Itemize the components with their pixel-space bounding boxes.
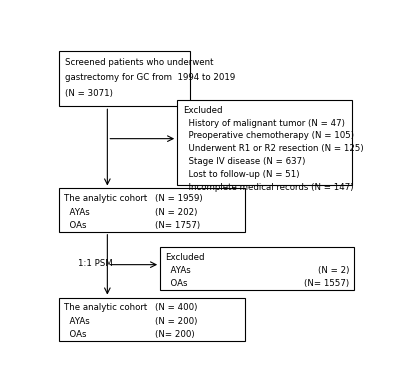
Text: Underwent R1 or R2 resection (N = 125): Underwent R1 or R2 resection (N = 125) [183,144,363,153]
FancyBboxPatch shape [59,51,190,106]
Text: OAs: OAs [64,221,86,230]
FancyBboxPatch shape [59,298,245,341]
FancyBboxPatch shape [59,189,245,232]
Text: Preoperative chemotherapy (N = 105): Preoperative chemotherapy (N = 105) [183,132,354,140]
Text: (N= 200): (N= 200) [155,330,195,339]
Text: (N = 1959): (N = 1959) [155,194,203,203]
Text: (N = 200): (N = 200) [155,317,198,326]
Text: (N= 1557): (N= 1557) [304,279,349,288]
Text: Incomplete medical records (N = 147): Incomplete medical records (N = 147) [183,183,353,192]
Text: (N= 1757): (N= 1757) [155,221,200,230]
Text: AYAs: AYAs [64,208,90,217]
Text: Screened patients who underwent: Screened patients who underwent [65,57,213,67]
Text: AYAs: AYAs [64,317,90,326]
FancyBboxPatch shape [160,247,354,290]
Text: Excluded: Excluded [165,253,204,262]
Text: (N = 400): (N = 400) [155,303,198,312]
FancyBboxPatch shape [177,100,352,185]
Text: 1:1 PSM: 1:1 PSM [78,259,113,268]
Text: Stage IV disease (N = 637): Stage IV disease (N = 637) [183,157,305,166]
Text: The analytic cohort: The analytic cohort [64,194,147,203]
Text: OAs: OAs [64,330,86,339]
Text: Lost to follow-up (N = 51): Lost to follow-up (N = 51) [183,170,299,179]
Text: (N = 202): (N = 202) [155,208,198,217]
Text: (N = 2): (N = 2) [318,266,349,275]
Text: History of malignant tumor (N = 47): History of malignant tumor (N = 47) [183,119,344,128]
Text: OAs: OAs [165,279,187,288]
Text: The analytic cohort: The analytic cohort [64,303,147,312]
Text: (N = 3071): (N = 3071) [65,89,113,98]
Text: AYAs: AYAs [165,266,190,275]
Text: Excluded: Excluded [183,106,222,115]
Text: gastrectomy for GC from  1994 to 2019: gastrectomy for GC from 1994 to 2019 [65,73,235,82]
